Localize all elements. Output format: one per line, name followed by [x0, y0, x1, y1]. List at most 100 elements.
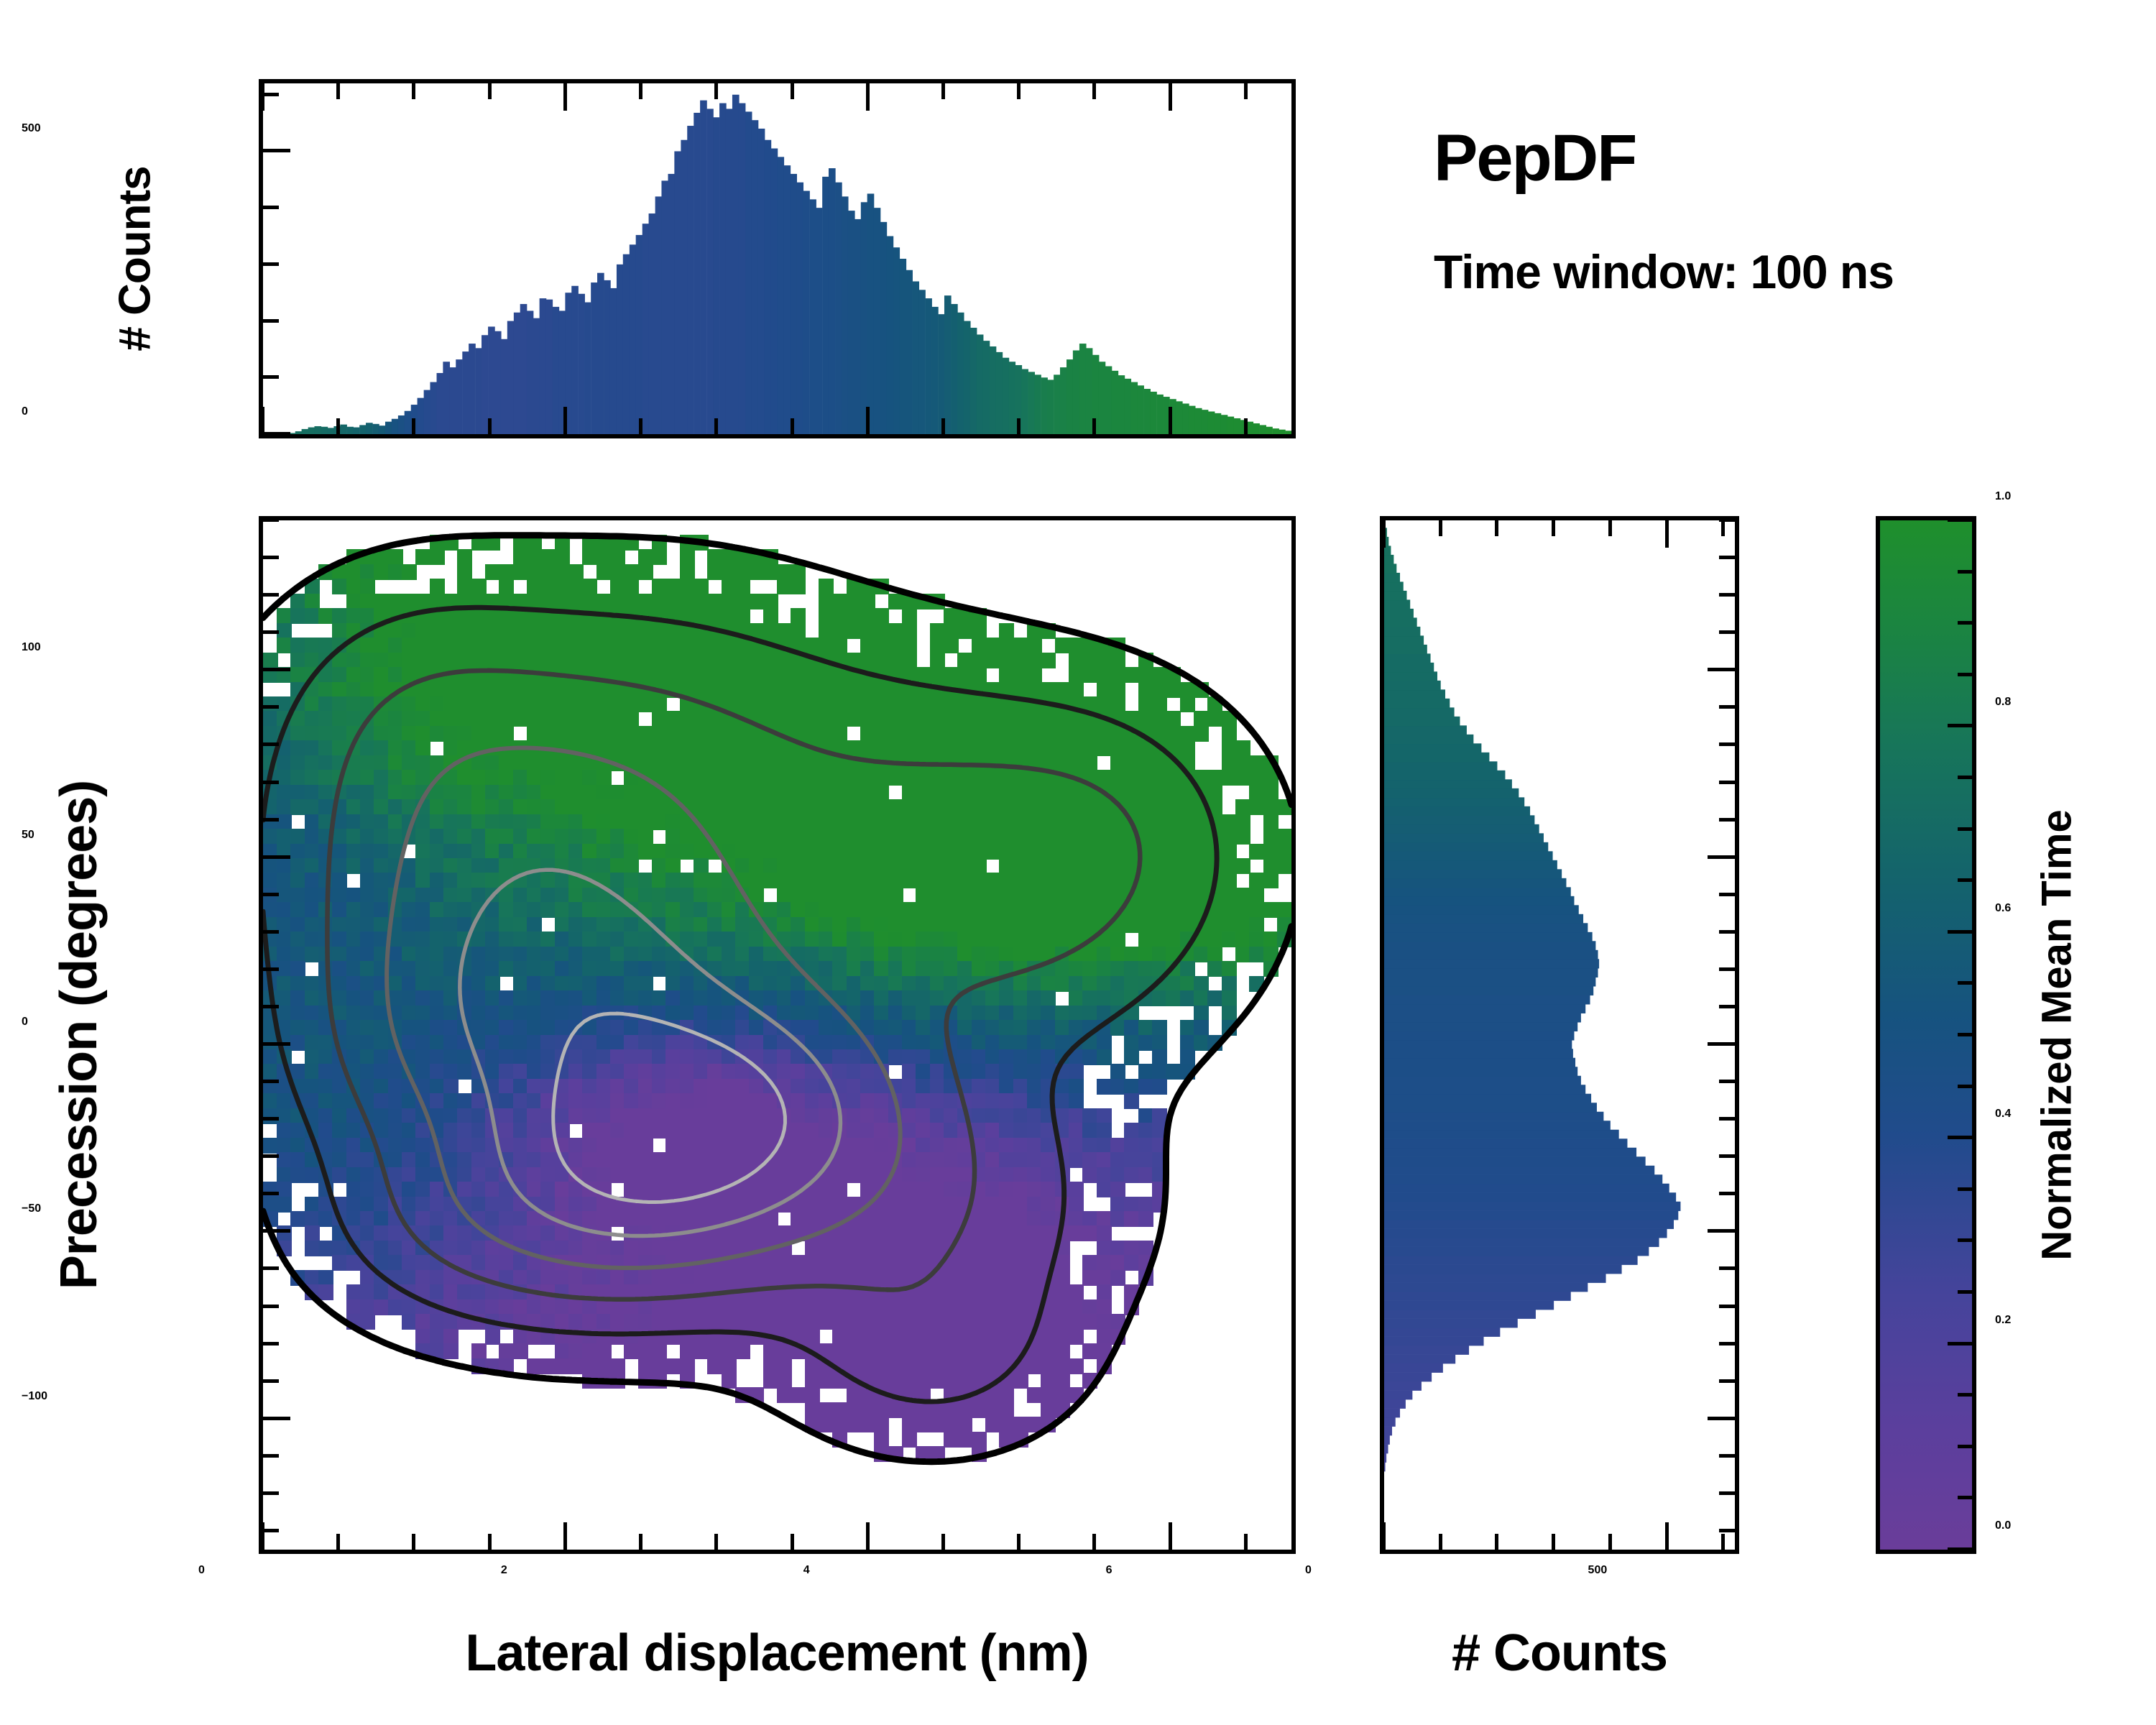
main-xtick-minor — [336, 1534, 341, 1550]
right-histogram-panel — [1380, 516, 1739, 1554]
top-xtick-minor-lower — [1092, 418, 1097, 434]
top-xtick-major-lower — [1168, 407, 1172, 434]
right-histogram-bars — [1384, 520, 1735, 1550]
main-ytick-minor — [263, 1528, 279, 1532]
top-xtick-minor-lower — [487, 418, 492, 434]
right-ytick-major — [1708, 1042, 1735, 1046]
main-xtick-major — [1168, 1522, 1172, 1550]
right-ytick-minor — [1719, 1080, 1735, 1084]
main-xtick-minor — [1243, 1534, 1248, 1550]
colorbar-tick-minor — [1958, 776, 1972, 779]
right-ytick-major — [1708, 1416, 1735, 1420]
right-xtick-major-top — [1382, 520, 1386, 548]
main-ytick-label: 50 — [22, 828, 34, 841]
top-xtick-minor-lower — [1243, 418, 1248, 434]
colorbar-gradient — [1880, 520, 1972, 1550]
top-xtick-minor-upper — [941, 83, 945, 99]
right-ytick-minor — [1719, 593, 1735, 597]
right-xtick-minor — [1495, 1534, 1499, 1550]
main-ytick-minor — [263, 518, 279, 522]
colorbar-tick-minor — [1958, 1238, 1972, 1243]
colorbar-tick-major — [1948, 1547, 1972, 1551]
top-histogram-bars — [263, 83, 1291, 434]
right-ytick-minor — [1719, 1117, 1735, 1121]
right-xtick-major — [1382, 1522, 1386, 1550]
top-xtick-minor-lower — [941, 418, 945, 434]
top-histogram-ylabel: # Counts — [110, 166, 160, 351]
main-xtick-minor — [639, 1534, 643, 1550]
right-ytick-minor — [1719, 967, 1735, 971]
right-ytick-minor — [1719, 1304, 1735, 1308]
right-xtick-major-top — [1664, 520, 1669, 548]
main-xtick-minor — [941, 1534, 945, 1550]
main-ytick-minor — [263, 929, 279, 934]
top-xtick-minor-lower — [336, 418, 341, 434]
main-ytick-minor — [263, 1304, 279, 1308]
top-xtick-minor-lower — [790, 418, 794, 434]
right-ytick-minor — [1719, 1192, 1735, 1196]
main-xtick-label: 2 — [500, 1564, 507, 1576]
colorbar-tick-label: 0.4 — [1995, 1108, 2012, 1121]
main-ytick-minor — [263, 1117, 279, 1121]
colorbar-tick-minor — [1958, 621, 1972, 625]
main-ytick-minor — [263, 1192, 279, 1196]
main-ytick-label: −50 — [22, 1202, 42, 1215]
top-xtick-major-upper — [1168, 83, 1172, 111]
top-ytick-minor — [263, 375, 279, 380]
colorbar-tick-label: 1.0 — [1995, 490, 2012, 502]
colorbar-tick-minor — [1958, 878, 1972, 883]
main-ytick-minor — [263, 556, 279, 560]
right-ytick-minor — [1719, 742, 1735, 747]
colorbar-tick-minor — [1958, 981, 1972, 985]
right-xtick-minor — [1721, 1534, 1726, 1550]
right-ytick-minor — [1719, 1491, 1735, 1495]
main-ytick-minor — [263, 1341, 279, 1346]
colorbar-tick-minor — [1958, 1393, 1972, 1397]
main-xtick-minor — [412, 1534, 416, 1550]
main-ytick-minor — [263, 1080, 279, 1084]
main-ytick-minor — [263, 593, 279, 597]
main-ytick-minor — [263, 780, 279, 784]
density-contour-lines — [263, 520, 1291, 1550]
main-xtick-minor — [1017, 1534, 1021, 1550]
colorbar-tick-major — [1948, 724, 1972, 728]
right-xtick-minor — [1438, 1534, 1442, 1550]
colorbar-tick-minor — [1958, 1444, 1972, 1448]
main-ytick-major — [263, 668, 290, 672]
right-ytick-minor — [1719, 817, 1735, 822]
right-ytick-minor — [1719, 518, 1735, 522]
top-xtick-minor-lower — [714, 418, 719, 434]
top-ytick-label: 0 — [22, 405, 28, 418]
top-xtick-minor-upper — [1243, 83, 1248, 99]
main-ytick-major — [263, 1229, 290, 1233]
right-histogram-xlabel: # Counts — [1451, 1624, 1668, 1682]
colorbar-tick-label: 0.0 — [1995, 1519, 2012, 1532]
right-xtick-minor — [1552, 1534, 1556, 1550]
right-ytick-minor — [1719, 705, 1735, 709]
main-ytick-minor — [263, 817, 279, 822]
top-ytick-minor — [263, 206, 279, 210]
main-ytick-minor — [263, 892, 279, 896]
top-xtick-minor-lower — [412, 418, 416, 434]
right-xtick-minor-top — [1495, 520, 1499, 536]
right-ytick-minor — [1719, 630, 1735, 635]
colorbar-tick-major — [1948, 929, 1972, 934]
colorbar-tick-minor — [1958, 1187, 1972, 1191]
top-histogram-panel — [259, 79, 1296, 438]
main-ytick-minor — [263, 705, 279, 709]
colorbar-tick-minor — [1958, 569, 1972, 574]
right-ytick-major — [1708, 668, 1735, 672]
main-xtick-minor — [487, 1534, 492, 1550]
top-xtick-minor-upper — [412, 83, 416, 99]
main-xtick-label: 6 — [1105, 1564, 1112, 1576]
right-ytick-minor — [1719, 556, 1735, 560]
right-xtick-label: 0 — [1305, 1564, 1312, 1576]
top-xtick-minor-upper — [487, 83, 492, 99]
main-ytick-minor — [263, 967, 279, 971]
main-xtick-major — [563, 1522, 567, 1550]
colorbar-label: Normalized Mean Time — [2033, 809, 2081, 1261]
main-xtick-label: 4 — [803, 1564, 810, 1576]
top-ytick-minor — [263, 262, 279, 266]
main-ylabel: Precession (degrees) — [50, 780, 108, 1290]
